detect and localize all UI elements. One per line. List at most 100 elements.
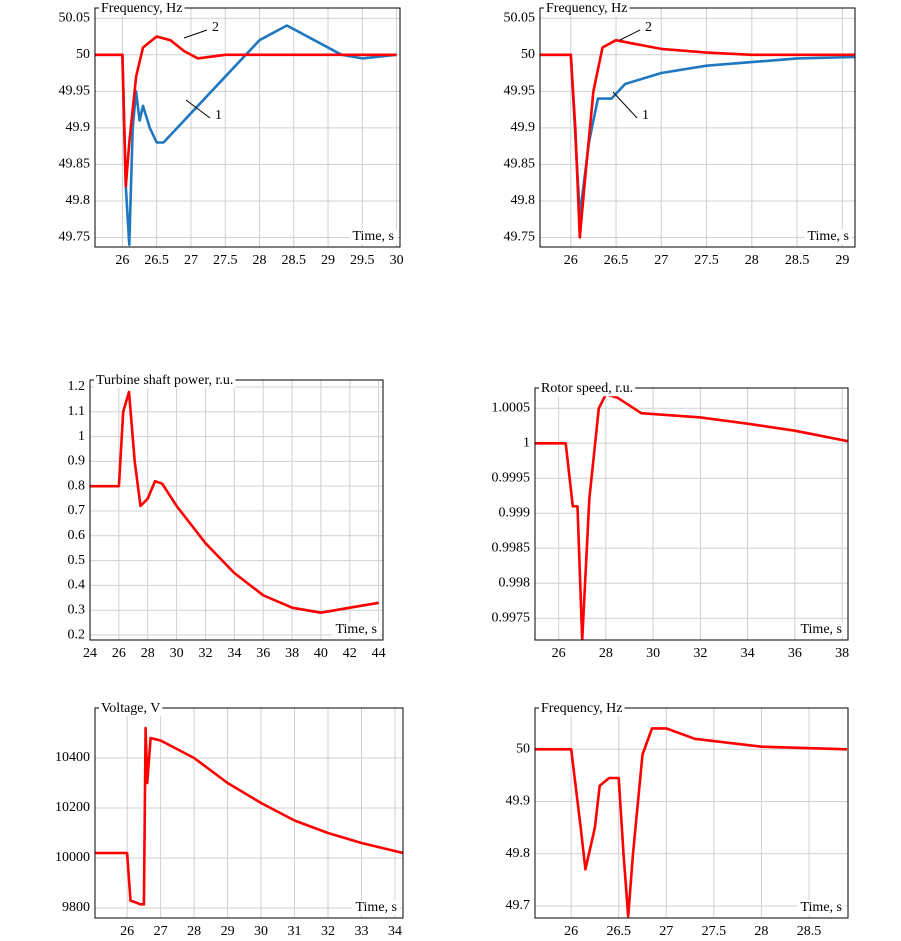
x-tick-label: 27 [654,253,668,268]
title-bg [99,1,185,17]
chart: 26 26.5 27 27.5 28 28.5 29 29.5 30 49.75 49.8 49.85… [59,1,404,268]
series-line [540,38,855,239]
y-tick-label: 49.85 [504,157,536,172]
x-tick-label: 26 [564,924,578,939]
chart: 26 28 30 32 34 36 38 0.9975 0.998 0.9985 0.999 0.99… [492,381,849,661]
y-tick-label: 50.05 [504,10,536,25]
chart: 24 26 28 30 32 34 36 38 40 42 44 0.2 0.3 0.4 0.5 0.6 0.7… [68,373,386,661]
x-tick-label: 28.5 [797,924,822,939]
y-tick-label: 49.8 [66,193,91,208]
curve-label: 2 [212,20,219,35]
curve-label: 1 [642,108,649,123]
x-tick-label: 26 [112,646,126,661]
chart-title: Frequency, Hz [541,701,623,716]
x-tick-label: 29 [321,253,335,268]
plot-area [90,380,383,640]
x-label-bg [352,900,400,916]
y-tick-label: 0.9975 [492,611,531,626]
title-bg [539,381,636,397]
y-tick-label: 0.4 [68,578,86,593]
chart-title: Frequency, Hz [546,1,628,16]
x-tick-label: 36 [256,646,270,661]
y-tick-label: 50 [516,741,530,756]
y-tick-label: 0.9985 [492,541,531,556]
y-tick-label: 1.1 [68,404,86,419]
x-label-bg [804,229,852,245]
x-tick-label: 27.5 [702,924,727,939]
x-tick-label: 29 [835,253,849,268]
y-tick-label: 0.2 [68,627,86,642]
y-tick-label: 0.3 [68,602,86,617]
y-tick-label: 0.998 [499,576,531,591]
y-tick-label: 49.9 [511,120,536,135]
x-label-bg [349,229,397,245]
y-tick-label: 49.75 [59,230,91,245]
series-line [90,390,379,614]
y-tick-label: 1.0005 [492,401,531,416]
x-tick-label: 31 [288,924,302,939]
y-tick-label: 49.7 [506,898,531,913]
x-tick-label: 34 [388,924,402,939]
y-tick-label: 0.6 [68,528,86,543]
x-tick-label: 28 [599,646,613,661]
series-line [535,727,848,918]
x-tick-label: 27.5 [694,253,719,268]
y-tick-label: 0.7 [68,503,86,518]
y-tick-label: 9800 [62,900,90,915]
x-axis-label: Time, s [335,622,377,637]
y-tick-label: 49.75 [504,230,536,245]
x-tick-label: 28 [252,253,266,268]
x-tick-label: 27 [184,253,198,268]
plot-frame [89,379,384,641]
x-tick-label: 26.5 [606,924,631,939]
plot-content: 12 [95,20,397,247]
x-tick-label: 29.5 [350,253,375,268]
chart: 26 27 28 29 30 31 32 33 34 9800 10000 10200 10400 Vol… [55,701,404,939]
x-tick-label: 42 [343,646,357,661]
x-tick-label: 26 [564,253,578,268]
x-tick-label: 27 [659,924,673,939]
x-tick-label: 27.5 [213,253,238,268]
x-axis-label: Time, s [352,229,394,244]
plot-area [95,708,403,918]
x-tick-label: 28.5 [785,253,810,268]
y-tick-label: 49.95 [504,84,536,99]
x-tick-label: 24 [83,646,97,661]
y-tick-label: 50.05 [59,10,91,25]
y-tick-label: 50 [76,47,90,62]
x-tick-label: 40 [314,646,328,661]
x-tick-label: 27 [154,924,168,939]
leader-line [183,29,208,39]
leader-line [185,99,211,119]
plot-content [95,726,403,906]
y-tick-label: 1.2 [68,379,86,394]
plot-frame [534,707,849,919]
y-tick-label: 49.95 [59,84,91,99]
series-line [535,393,848,640]
x-tick-label: 32 [693,646,707,661]
chart-title: Voltage, V [101,701,160,716]
x-axis-label: Time, s [355,900,397,915]
chart-title: Turbine shaft power, r.u. [96,373,233,388]
chart-title: Frequency, Hz [101,1,183,16]
x-tick-label: 26 [552,646,566,661]
x-tick-label: 28 [141,646,155,661]
x-tick-label: 34 [227,646,241,661]
curve-label: 1 [215,108,222,123]
plot-frame [94,7,401,248]
x-label-bg [797,622,845,638]
x-axis-label: Time, s [800,900,842,915]
y-tick-label: 1 [78,429,85,444]
x-tick-label: 30 [390,253,404,268]
y-tick-label: 49.8 [511,193,536,208]
x-label-bg [332,622,380,638]
chart: 26 26.5 27 27.5 28 28.5 29 49.75 49.8 49.85 49.9 49… [504,1,856,268]
x-tick-label: 44 [372,646,386,661]
x-tick-label: 36 [788,646,802,661]
y-tick-label: 49.8 [506,846,531,861]
plot-frame [539,7,856,248]
y-tick-label: 49.85 [59,157,91,172]
series-line [95,24,397,247]
x-tick-label: 32 [321,924,335,939]
plot-content [90,390,379,614]
